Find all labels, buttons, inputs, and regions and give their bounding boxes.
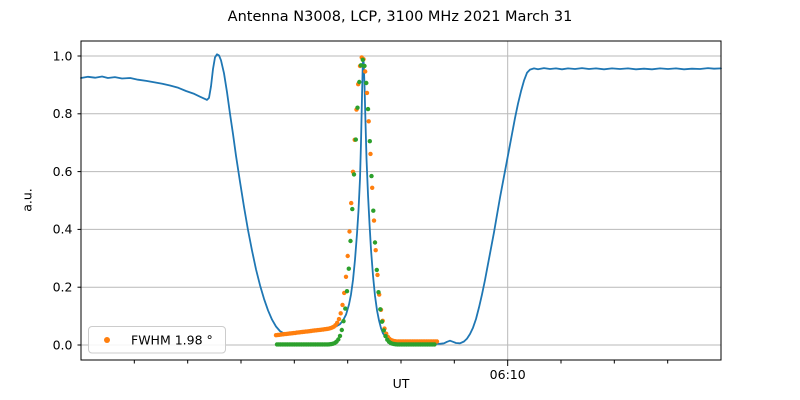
gaussian-fit-dot [381, 328, 386, 333]
gaussian-fit-dot [351, 172, 357, 177]
gaussian-fit-dot [337, 333, 343, 339]
gaussian-fit-dot [432, 342, 437, 347]
gaussian-fit-dot [344, 289, 350, 294]
gaussian-fit-dot [365, 106, 371, 112]
scan-samples-dot [343, 274, 349, 279]
y-tick-label: 0.6 [53, 164, 73, 179]
scan-samples-dot [363, 69, 368, 74]
gaussian-fit-dot [357, 79, 362, 85]
gaussian-fit-dot [371, 208, 376, 213]
scan-samples-dot [375, 272, 380, 278]
gaussian-fit-dot [383, 333, 388, 339]
gaussian-fit-dot [364, 80, 369, 86]
scan-samples-dot [340, 302, 345, 308]
scan-samples-dot [347, 229, 352, 234]
scan-samples-dot [364, 90, 370, 96]
y-tick-label: 0.4 [53, 222, 73, 237]
axes-spines [80, 40, 722, 361]
legend-label: FWHM 1.98 ° [131, 333, 213, 348]
y-tick-label: 0.2 [53, 280, 73, 295]
y-tick-label: 1.0 [53, 48, 73, 63]
gaussian-fit-dot [374, 267, 379, 273]
gaussian-fit-dot [353, 137, 358, 142]
gaussian-fit-dot [358, 63, 364, 68]
y-tick-label: 0.0 [53, 337, 73, 352]
scan-samples-dots [273, 55, 440, 344]
gaussian-fit-dot [341, 319, 346, 324]
x-axis-label: UT [392, 376, 410, 391]
scan-samples-dot [349, 200, 354, 206]
gaussian-fit-dots [274, 57, 437, 347]
gaussian-fit-dot [369, 173, 374, 179]
gaussian-fit-dot [355, 105, 360, 110]
scan-samples-dot [345, 253, 350, 259]
scan-samples-dot [335, 320, 340, 325]
chart-title: Antenna N3008, LCP, 3100 MHz 2021 March … [227, 9, 573, 25]
gaussian-fit-dot [372, 240, 378, 245]
y-axis-label: a.u. [19, 188, 35, 212]
y-tick-label: 0.8 [53, 106, 73, 121]
scan-samples-dot [371, 218, 377, 223]
legend-marker-dot-icon [104, 337, 110, 343]
gaussian-fit-dot [350, 206, 355, 212]
gaussian-fit-dot [379, 319, 385, 324]
gaussian-fit-dot [346, 266, 351, 271]
gaussian-fit-dot [348, 238, 353, 244]
gaussian-fit-dot [367, 139, 372, 144]
scan-samples-dot [338, 311, 343, 316]
legend-box [88, 326, 226, 354]
scan-samples-dot [366, 119, 371, 124]
gaussian-fit-dot [343, 306, 348, 311]
gaussian-fit-dot [339, 327, 344, 333]
gaussian-fit-dot [376, 290, 381, 295]
scan-samples-dot [368, 151, 373, 157]
gaussian-fit-dot [378, 307, 383, 312]
scan-samples-dot [336, 316, 342, 322]
gaussian-fit-dot [360, 57, 365, 62]
x-tick-label: 06:10 [490, 367, 526, 382]
signal-line [80, 53, 722, 345]
scan-samples-dot [434, 339, 440, 344]
gaussian-fit-dot [362, 63, 367, 69]
scan-samples-dot [370, 185, 375, 190]
scan-samples-dot [373, 248, 378, 253]
gaussian-fit-dot [336, 337, 341, 342]
